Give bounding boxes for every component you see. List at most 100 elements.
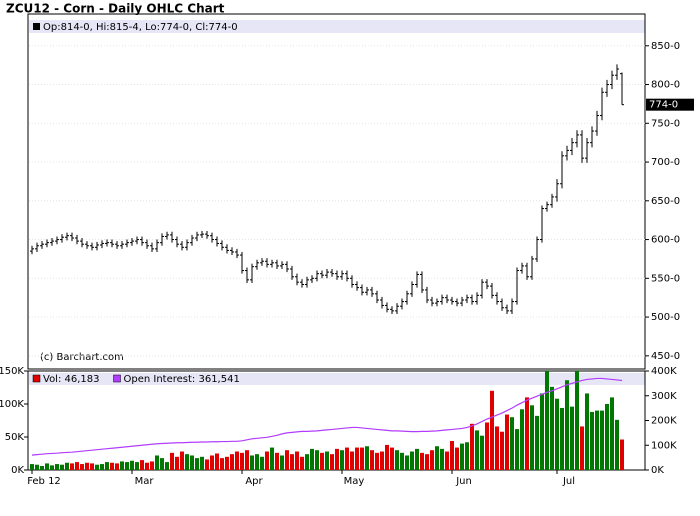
volume-bar: [290, 454, 294, 470]
volume-bar: [550, 386, 554, 470]
volume-bar: [470, 423, 474, 470]
volume-bar: [425, 454, 429, 470]
volume-bar: [120, 461, 124, 470]
volume-bar: [215, 453, 219, 470]
x-tick-label: Mar: [135, 476, 155, 487]
volume-bar: [445, 451, 449, 470]
volume-bar: [435, 446, 439, 470]
volume-bar: [495, 426, 499, 470]
y-tick-label: 450-0: [651, 351, 680, 362]
volume-bar: [110, 462, 114, 470]
volume-bar: [365, 446, 369, 470]
volume-bar: [60, 464, 64, 470]
volume-bar: [65, 462, 69, 470]
y-tick-label: 850-0: [651, 41, 680, 52]
y2-tick-label: 0K: [651, 465, 664, 476]
volume-bar: [230, 454, 234, 470]
volume-bar: [535, 415, 539, 470]
x-tick-label: Jun: [455, 476, 472, 487]
volume-bar: [255, 454, 259, 470]
volume-bar: [500, 431, 504, 470]
volume-bar: [95, 464, 99, 470]
volume-bar: [30, 464, 34, 470]
volume-bar: [75, 462, 79, 470]
volume-bar: [440, 448, 444, 470]
y2-tick-label: 200K: [651, 416, 677, 427]
volume-bar: [540, 393, 544, 470]
y-tick-label: 700-0: [651, 157, 680, 168]
y-tick-label: 100K: [0, 399, 24, 410]
volume-bar: [415, 448, 419, 470]
volume-bar: [295, 451, 299, 470]
legend-swatch: [113, 374, 121, 383]
header-icon: [33, 23, 40, 30]
volume-bar: [305, 454, 309, 470]
volume-bar: [420, 452, 424, 470]
volume-bar: [390, 447, 394, 470]
volume-bar: [300, 456, 304, 470]
volume-bar: [520, 409, 524, 470]
volume-bar: [155, 455, 159, 470]
volume-bar: [135, 462, 139, 470]
volume-bar: [570, 406, 574, 470]
header-band: [29, 20, 645, 33]
y-tick-label: 800-0: [651, 80, 680, 91]
volume-bar: [50, 465, 54, 470]
volume-bar: [485, 422, 489, 470]
volume-bar: [455, 447, 459, 470]
volume-bar: [220, 458, 224, 470]
y2-tick-label: 400K: [651, 366, 677, 377]
volume-bar: [370, 450, 374, 470]
x-tick-label: Jul: [562, 476, 575, 487]
volume-bar: [235, 451, 239, 470]
volume-bar: [510, 417, 514, 470]
volume-bar: [210, 455, 214, 470]
volume-bar: [620, 439, 624, 470]
volume-bar: [450, 440, 454, 470]
volume-bar: [35, 464, 39, 470]
volume-bar: [185, 454, 189, 470]
volume-bar: [190, 455, 194, 470]
volume-bar: [275, 452, 279, 470]
volume-bar: [610, 397, 614, 470]
volume-bar: [150, 461, 154, 470]
y-tick-label: 600-0: [651, 235, 680, 246]
volume-bar: [565, 380, 569, 470]
volume-bar: [515, 429, 519, 470]
volume-bar: [240, 452, 244, 470]
volume-bar: [590, 411, 594, 470]
volume-bar: [115, 463, 119, 470]
volume-bar: [225, 456, 229, 470]
volume-bar: [555, 398, 559, 470]
open-interest-line: [31, 377, 623, 456]
volume-bar: [355, 447, 359, 470]
volume-bar: [145, 462, 149, 470]
volume-bar: [505, 414, 509, 470]
y-tick-label: 150K: [0, 366, 24, 377]
volume-bar: [130, 460, 134, 470]
legend-label: Open Interest: 361,541: [124, 374, 240, 385]
volume-bar: [400, 452, 404, 470]
y-tick-label: 50K: [5, 432, 25, 443]
volume-bar: [250, 455, 254, 470]
x-tick-label: Feb 12: [27, 476, 61, 487]
y-tick-label: 550-0: [651, 273, 680, 284]
volume-bar: [465, 442, 469, 470]
last-price-box: [646, 98, 694, 111]
volume-bar: [580, 426, 584, 470]
volume-bar: [330, 454, 334, 470]
volume-bar: [180, 451, 184, 470]
volume-bar: [55, 464, 59, 470]
volume-bar: [175, 456, 179, 470]
volume-bar: [585, 393, 589, 470]
volume-bar: [405, 455, 409, 470]
volume-bar: [335, 448, 339, 470]
volume-bar: [615, 419, 619, 470]
volume-bar: [265, 451, 269, 470]
volume-bar: [170, 452, 174, 470]
volume-bar: [380, 451, 384, 470]
volume-bar: [40, 466, 44, 470]
y2-tick-label: 300K: [651, 391, 677, 402]
volume-bar: [395, 450, 399, 470]
